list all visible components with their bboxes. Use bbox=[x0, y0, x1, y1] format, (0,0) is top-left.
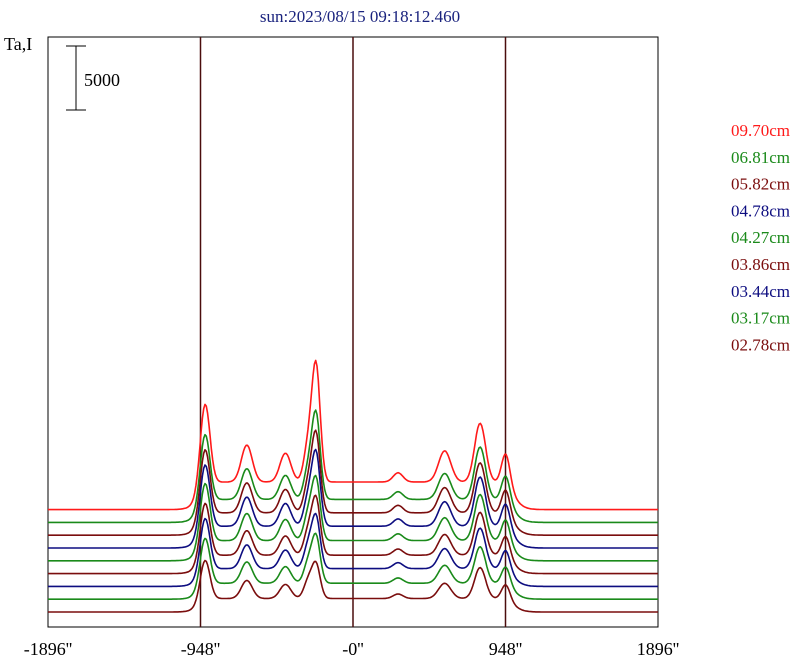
legend-entry: 05.82cm bbox=[731, 175, 790, 194]
series-group bbox=[48, 359, 658, 613]
x-tick-label: 1896'' bbox=[637, 639, 680, 659]
legend-entry: 04.78cm bbox=[731, 201, 790, 220]
x-tick-label: -0'' bbox=[342, 639, 363, 659]
scale-bar-label: 5000 bbox=[84, 70, 120, 90]
series-line-03.44cm bbox=[48, 512, 658, 588]
legend-entry: 03.17cm bbox=[731, 309, 790, 328]
chart-title: sun:2023/08/15 09:18:12.460 bbox=[260, 7, 460, 26]
legend-entry: 02.78cm bbox=[731, 335, 790, 354]
series-line-04.78cm bbox=[48, 448, 658, 549]
x-tick-label: 948'' bbox=[489, 639, 523, 659]
legend-entry: 06.81cm bbox=[731, 148, 790, 167]
series-line-03.17cm bbox=[48, 532, 658, 600]
series-line-05.82cm bbox=[48, 429, 658, 536]
scale-bar: 5000 bbox=[66, 45, 120, 111]
x-tick-label: -1896'' bbox=[24, 639, 72, 659]
series-line-06.81cm bbox=[48, 409, 658, 524]
legend-entry: 04.27cm bbox=[731, 228, 790, 247]
series-line-04.27cm bbox=[48, 474, 658, 562]
legend-entry: 03.86cm bbox=[731, 255, 790, 274]
x-tick-label: -948'' bbox=[181, 639, 220, 659]
series-line-03.86cm bbox=[48, 494, 658, 575]
legend-entry: 09.70cm bbox=[731, 121, 790, 140]
series-line-09.70cm bbox=[48, 359, 658, 511]
legend: 09.70cm 06.81cm 05.82cm 04.78cm 04.27cm 03.86… bbox=[731, 121, 790, 354]
legend-entry: 03.44cm bbox=[731, 282, 790, 301]
y-axis-label: Ta,I bbox=[4, 34, 32, 54]
x-tick-labels: -1896'' -948'' -0'' 948'' 1896'' bbox=[24, 639, 679, 659]
series-line-02.78cm bbox=[48, 559, 658, 613]
